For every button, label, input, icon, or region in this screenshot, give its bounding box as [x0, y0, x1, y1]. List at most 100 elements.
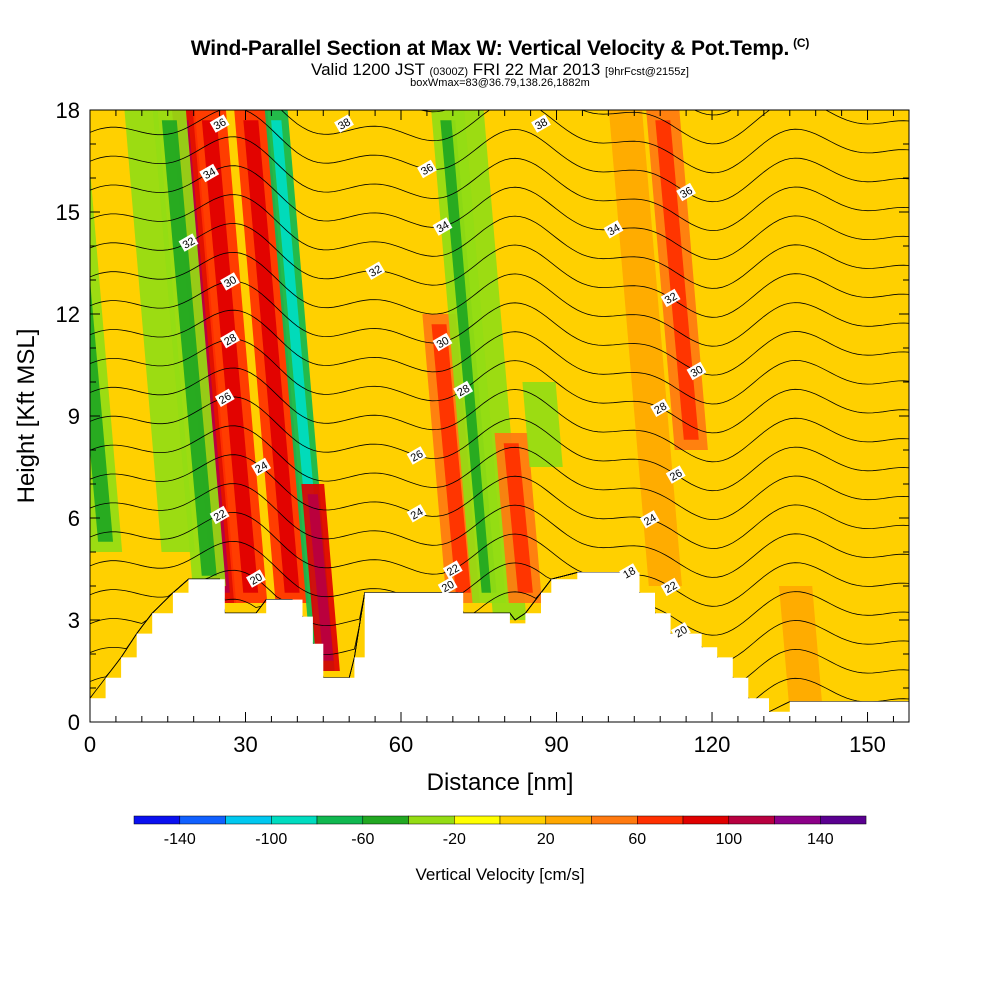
isentrope-line	[280, 110, 909, 174]
contour-label-bg	[209, 114, 230, 133]
contour-label-text: 22	[212, 508, 229, 525]
valid-utc: (0300Z)	[429, 66, 469, 78]
y-axis-label: Height [Kft MSL]	[13, 329, 40, 504]
contour-label-bg	[365, 261, 386, 280]
contour-label-bg	[334, 114, 354, 133]
contour-label-text: 26	[217, 390, 234, 407]
contour-label-text: 20	[673, 624, 690, 641]
x-tick-label: 90	[544, 732, 568, 757]
contour-label: 32	[365, 261, 386, 280]
contour-label: 28	[220, 330, 240, 349]
colorbar-tick-label: -100	[255, 831, 287, 848]
x-tick-label: 150	[849, 732, 886, 757]
valid-time: Valid 1200 JST	[311, 60, 425, 79]
y-tick-label: 3	[68, 608, 80, 633]
contour-label-text: 24	[409, 506, 426, 523]
velocity-plume	[779, 586, 822, 702]
contour-label-text: 20	[440, 579, 457, 596]
contour-label: 34	[603, 220, 624, 239]
contour-label: 18	[619, 563, 640, 582]
contour-label-bg	[432, 332, 453, 352]
contour-label-text: 30	[689, 364, 706, 381]
isentrope-line	[90, 540, 909, 636]
colorbar-swatch	[499, 815, 546, 825]
colorbar-swatch	[728, 815, 775, 825]
velocity-plume	[522, 382, 563, 467]
x-tick-label: 120	[694, 732, 731, 757]
isentrope-line	[90, 194, 909, 289]
contour-label-bg	[660, 577, 681, 597]
colorbar-swatch	[820, 815, 867, 825]
chart-subtitle: Valid 1200 JST (0300Z) FRI 22 Mar 2013 […	[0, 60, 1000, 80]
chart-title-text: Wind-Parallel Section at Max W: Vertical…	[190, 37, 790, 60]
contour-label-text: 34	[435, 219, 452, 236]
isentrope-line	[90, 367, 909, 463]
contour-label-text: 26	[668, 467, 685, 484]
colorbar-swatch	[316, 815, 363, 825]
contour-label: 36	[416, 159, 437, 179]
colorbar-tick-label: 100	[715, 831, 742, 848]
colorbar-swatch	[682, 815, 729, 825]
contour-label-bg	[619, 563, 640, 582]
colorbar-swatch	[591, 815, 638, 825]
contour-label-text: 36	[212, 116, 229, 133]
contour-label: 38	[334, 114, 354, 133]
contour-label-text: 36	[678, 185, 695, 202]
colorbar-swatch	[271, 815, 318, 825]
colorbar-swatch	[362, 815, 409, 825]
contour-label: 24	[406, 504, 427, 523]
x-axis-label: Distance [nm]	[427, 769, 574, 796]
chart-title: Wind-Parallel Section at Max W: Vertical…	[0, 36, 1000, 61]
forecast-info: [9hrFcst@2155z]	[605, 66, 689, 78]
isentrope-line	[90, 425, 909, 521]
velocity-plume	[124, 110, 195, 552]
valid-date: FRI 22 Mar 2013	[472, 60, 601, 79]
contour-label: 34	[432, 217, 453, 236]
contour-label-bg	[199, 163, 220, 183]
contour-label: 20	[437, 576, 458, 596]
contour-label: 24	[251, 457, 272, 477]
contour-label-text: 24	[253, 460, 270, 477]
colorbar-swatch	[454, 815, 501, 825]
isentrope-line	[90, 223, 909, 318]
y-tick-label: 12	[56, 302, 80, 327]
y-tick-label: 15	[56, 200, 80, 225]
isentrope-line	[90, 251, 909, 347]
velocity-plume-core	[161, 120, 217, 576]
contour-label: 30	[432, 332, 453, 352]
contour-label: 26	[406, 446, 427, 465]
contour-label-text: 28	[455, 383, 472, 400]
box-wmax-info: boxWmax=83@36.79,138.26,1882m	[410, 77, 590, 89]
contour-label-bg	[406, 446, 427, 465]
velocity-plume-core	[243, 120, 300, 593]
contour-label: 22	[209, 505, 230, 525]
colorbar-swatch	[133, 815, 180, 825]
contour-label-bg	[416, 159, 437, 179]
velocity-plume-core	[655, 120, 699, 440]
x-tick-label: 60	[389, 732, 413, 757]
contour-label: 34	[199, 163, 220, 183]
x-tick-label: 0	[84, 732, 96, 757]
contour-label: 32	[660, 288, 681, 308]
contour-label: 36	[676, 182, 697, 202]
colorbar-swatch	[545, 815, 592, 825]
contour-label-text: 18	[621, 565, 638, 582]
contour-label-bg	[665, 465, 686, 484]
isentrope-line	[90, 569, 909, 664]
y-tick-label: 6	[68, 506, 80, 531]
contour-label: 20	[245, 569, 266, 588]
contour-label-bg	[453, 380, 474, 400]
contour-label-text: 32	[181, 235, 198, 252]
contour-label-bg	[220, 272, 240, 291]
contour-label: 30	[686, 361, 707, 381]
y-tick-label: 18	[56, 98, 80, 123]
contour-label-bg	[209, 505, 230, 525]
contour-label-text: 30	[222, 274, 239, 291]
contour-label-text: 32	[663, 291, 680, 308]
colorbar-tick-label: 60	[628, 831, 646, 848]
velocity-plume-core	[201, 120, 259, 593]
contour-label: 28	[453, 380, 474, 400]
contour-label: 30	[220, 272, 240, 291]
